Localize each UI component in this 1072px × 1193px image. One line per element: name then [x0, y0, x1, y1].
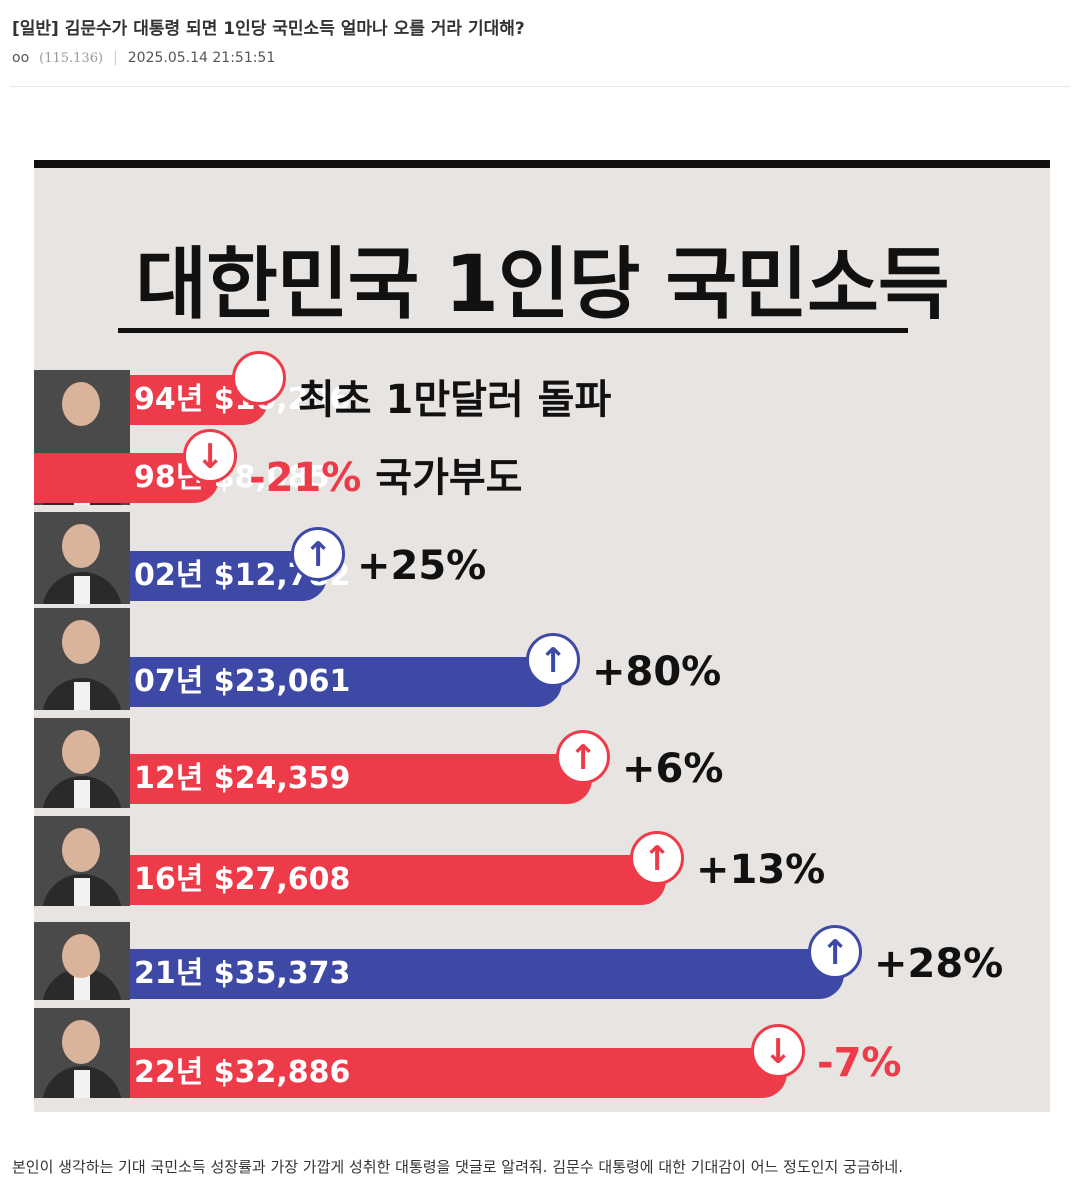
change-label: +80% [592, 649, 722, 695]
president-photo [34, 512, 130, 604]
infographic-top-bar [34, 160, 1050, 168]
change-label: -21% [249, 455, 362, 501]
meta-separator: | [113, 50, 118, 66]
bar-annotation: +80% [592, 649, 721, 695]
post-title: [일반] 김문수가 대통령 되면 1인당 국민소득 얼마나 오를 거라 기대해? [12, 19, 525, 39]
change-label: +28% [874, 941, 1004, 987]
change-label: +6% [622, 746, 724, 792]
president-photo [34, 718, 130, 808]
bar-label: 16년 $27,608 [134, 862, 351, 897]
post-timestamp: 2025.05.14 21:51:51 [127, 50, 276, 66]
divider [10, 86, 1070, 87]
president-photo [34, 816, 130, 906]
president-photo [34, 922, 130, 1000]
bar-annotation: -21% 국가부도 [249, 445, 522, 503]
arrow-up-icon: ↑ [808, 925, 862, 979]
bar-label: 12년 $24,359 [134, 761, 351, 796]
bar-annotation: +25% [357, 543, 486, 589]
income-bar-16년 [34, 855, 666, 905]
bar-label: 21년 $35,373 [134, 956, 351, 991]
bar-annotation: +13% [696, 847, 825, 893]
note-label: 국가부도 [375, 455, 523, 501]
arrow-up-icon: ↑ [556, 730, 610, 784]
author-name[interactable]: oo [12, 50, 30, 66]
bar-label: 22년 $32,886 [134, 1055, 351, 1090]
arrow-down-icon: ↓ [751, 1024, 805, 1078]
bar-annotation: -7% [817, 1040, 902, 1086]
change-label: -7% [817, 1040, 902, 1086]
bar-annotation: 최초 1만달러 돌파 [298, 367, 611, 425]
president-photo [34, 1008, 130, 1098]
arrow-up-icon: ↑ [526, 633, 580, 687]
income-infographic: 대한민국 1인당 국민소득 94년 $10,206 최초 1만달러 돌파 98년 $… [34, 160, 1050, 1112]
arrow-up-icon: ↑ [291, 527, 345, 581]
arrow-up-icon: ↑ [630, 831, 684, 885]
bar-label: 07년 $23,061 [134, 664, 351, 699]
title-underline [118, 328, 908, 333]
note-label: 최초 1만달러 돌파 [298, 377, 612, 423]
milestone-circle-icon [232, 351, 286, 405]
bar-annotation: +28% [874, 941, 1003, 987]
income-bar-22년 [34, 1048, 787, 1098]
change-label: +25% [357, 543, 487, 589]
president-photo [34, 608, 130, 710]
change-label: +13% [696, 847, 826, 893]
post-meta: oo (115.136) | 2025.05.14 21:51:51 [12, 50, 275, 66]
income-bar-21년 [34, 949, 844, 999]
chart-title: 대한민국 1인당 국민소득 [135, 240, 949, 330]
author-ip: (115.136) [39, 50, 104, 66]
bar-annotation: +6% [622, 746, 723, 792]
arrow-down-icon: ↓ [183, 429, 237, 483]
post-body: 본인이 생각하는 기대 국민소득 성장률과 가장 가깝게 성취한 대통령을 댓글… [12, 1158, 903, 1176]
